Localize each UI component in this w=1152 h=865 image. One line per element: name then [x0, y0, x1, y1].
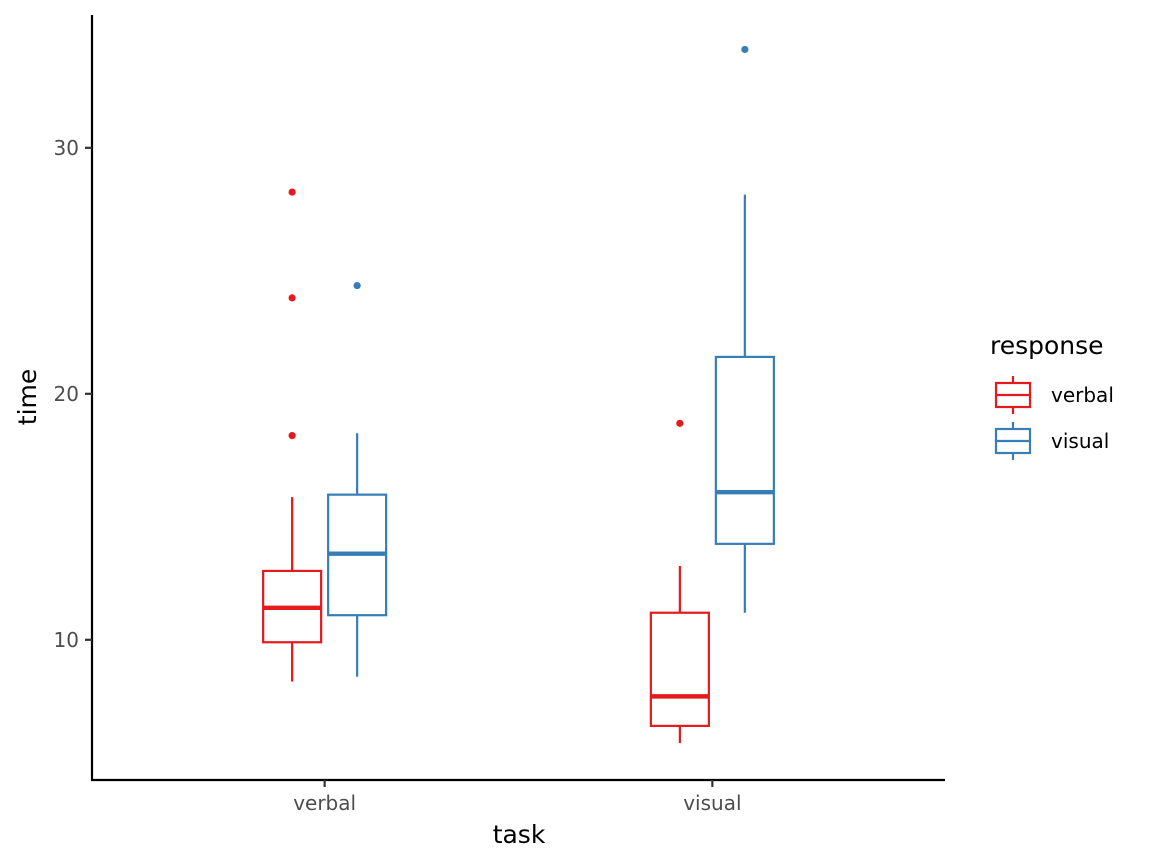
x-tick-label: visual: [683, 791, 741, 815]
box-iqr: [649, 611, 710, 727]
plot-area: [262, 45, 775, 744]
outlier-point: [288, 432, 296, 440]
y-tick-label: 30: [54, 136, 79, 160]
outlier-point: [288, 188, 296, 196]
legend-title: response: [990, 331, 1104, 360]
box-verbal-visual: [649, 419, 710, 744]
x-axis-ticks: verbal visual: [293, 780, 742, 815]
legend-key-verbal: verbal: [994, 376, 1114, 414]
outlier-point: [676, 419, 684, 427]
legend-label: visual: [1051, 429, 1109, 453]
legend-label: verbal: [1051, 383, 1114, 407]
x-tick-label: verbal: [293, 791, 356, 815]
legend: response verbal visual: [990, 331, 1114, 460]
box-visual-verbal: [327, 281, 388, 677]
x-axis-title: task: [493, 820, 546, 849]
box-visual-visual: [714, 45, 775, 613]
y-tick-label: 10: [54, 628, 79, 652]
legend-key-visual: visual: [994, 422, 1109, 460]
y-axis-title: time: [13, 369, 42, 425]
outlier-point: [353, 281, 361, 290]
y-tick-label: 20: [54, 382, 79, 406]
box-verbal-verbal: [262, 188, 323, 682]
y-axis-ticks: 10 20 30: [54, 136, 92, 652]
outlier-point: [741, 45, 749, 54]
box-iqr: [714, 355, 775, 545]
outlier-point: [288, 294, 296, 302]
